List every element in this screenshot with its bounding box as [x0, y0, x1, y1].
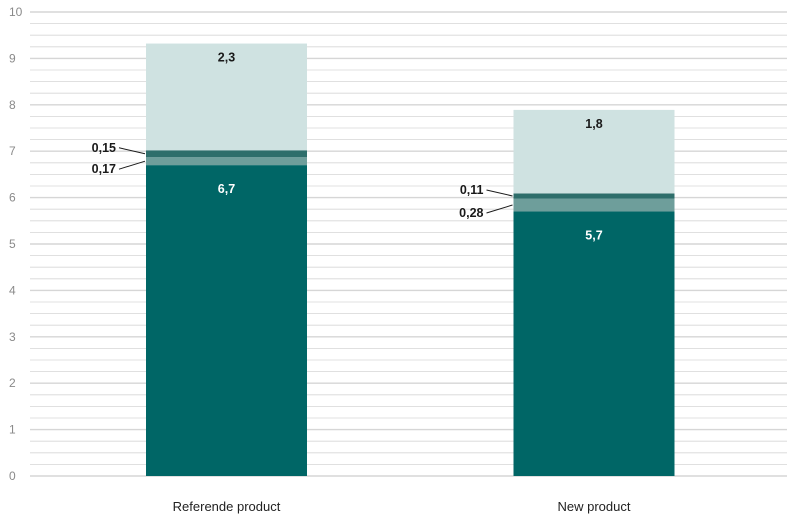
callout-line [118, 160, 146, 170]
bar-segment [513, 211, 675, 476]
y-tick-label: 0 [9, 469, 16, 483]
data-label: 2,3 [218, 51, 235, 65]
y-tick-label: 9 [9, 51, 16, 65]
data-label: 0,15 [92, 141, 116, 155]
y-tick-label: 2 [9, 376, 16, 390]
bar-segment [513, 198, 675, 212]
bar-segment [513, 193, 675, 199]
callout-line [486, 204, 513, 214]
y-tick-label: 1 [9, 423, 16, 437]
data-label: 1,8 [585, 117, 602, 131]
bar-segment [146, 157, 307, 166]
y-tick-label: 7 [9, 144, 16, 158]
bars [146, 43, 675, 476]
callout-line [118, 147, 146, 155]
callout-line [486, 189, 513, 197]
y-tick-label: 5 [9, 237, 16, 251]
y-tick-label: 4 [9, 283, 16, 297]
data-label: 0,11 [460, 183, 484, 197]
data-label: 6,7 [218, 182, 235, 196]
data-label: 0,17 [92, 162, 116, 176]
y-tick-label: 8 [9, 98, 16, 112]
category-label: New product [558, 499, 631, 514]
y-tick-label: 6 [9, 191, 16, 205]
y-axis-tick-labels: 0 1 2 3 4 5 6 7 8 9 10 [9, 5, 23, 483]
bar-segment [146, 150, 307, 158]
bar-segment [146, 43, 307, 151]
category-label: Referende product [173, 499, 281, 514]
bar-segment [146, 165, 307, 476]
data-label: 0,28 [459, 206, 483, 220]
data-labels: 6,7 0,17 0,15 2,3 5,7 0,28 0,11 1,8 [92, 51, 603, 243]
y-tick-label: 3 [9, 330, 16, 344]
y-tick-label: 10 [9, 5, 23, 19]
x-axis-category-labels: Referende product New product [173, 499, 631, 514]
bar-segment [513, 109, 675, 194]
data-label: 5,7 [585, 229, 602, 243]
